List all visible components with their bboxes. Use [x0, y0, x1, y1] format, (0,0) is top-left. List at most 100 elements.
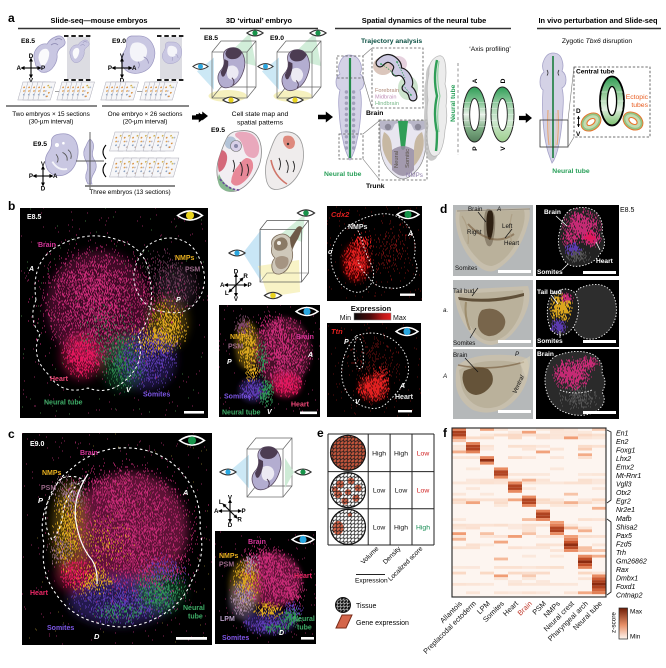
svg-text:Shisa2: Shisa2 — [616, 524, 638, 531]
svg-text:Brain: Brain — [296, 334, 314, 341]
svg-text:Lhx2: Lhx2 — [616, 456, 631, 463]
svg-text:Heart: Heart — [596, 258, 614, 265]
svg-text:Tail bud: Tail bud — [537, 289, 562, 296]
svg-text:tube: tube — [297, 625, 312, 632]
svg-text:P: P — [108, 65, 112, 72]
svg-text:Low: Low — [417, 450, 430, 457]
svg-text:High: High — [372, 450, 386, 457]
svg-text:Three embryos (13 sections): Three embryos (13 sections) — [89, 189, 170, 196]
svg-text:Low: Low — [373, 524, 386, 531]
svg-text:E9.0: E9.0 — [270, 35, 284, 42]
svg-text:Brain: Brain — [468, 206, 483, 213]
svg-text:LPM: LPM — [220, 616, 235, 623]
svg-text:E8.5: E8.5 — [21, 38, 35, 45]
svg-text:D: D — [234, 268, 239, 275]
svg-text:Left: Left — [502, 223, 513, 230]
svg-text:A: A — [28, 266, 34, 273]
svg-text:Mafb: Mafb — [616, 516, 632, 523]
svg-text:V: V — [576, 131, 581, 138]
svg-text:Max: Max — [393, 315, 407, 322]
svg-text:e: e — [317, 426, 324, 440]
svg-text:Brain: Brain — [453, 352, 468, 359]
svg-text:3D ‘virtual’ embryo: 3D ‘virtual’ embryo — [226, 16, 293, 25]
svg-text:Brain: Brain — [537, 351, 554, 358]
svg-text:D: D — [576, 108, 581, 115]
svg-text:Neural tube: Neural tube — [324, 171, 362, 178]
svg-text:Forebrain: Forebrain — [375, 88, 399, 94]
svg-text:High: High — [416, 524, 430, 531]
svg-text:Right: Right — [467, 229, 482, 236]
svg-text:P: P — [227, 359, 232, 366]
svg-text:Emx2: Emx2 — [616, 465, 634, 472]
svg-text:One embryo × 26 sections: One embryo × 26 sections — [108, 111, 183, 118]
svg-text:V: V — [228, 494, 233, 501]
svg-text:V: V — [126, 387, 132, 394]
svg-text:NMPs: NMPs — [175, 255, 195, 262]
svg-text:(30-µm interval): (30-µm interval) — [29, 119, 74, 126]
svg-text:High: High — [394, 524, 408, 531]
svg-text:‘Axis profiling’: ‘Axis profiling’ — [469, 46, 511, 53]
svg-text:Min: Min — [340, 315, 351, 322]
svg-text:Brain: Brain — [366, 110, 383, 117]
svg-text:Zygotic Tbx6 disruption: Zygotic Tbx6 disruption — [562, 38, 633, 45]
svg-text:V: V — [267, 409, 273, 416]
svg-text:D: D — [228, 522, 233, 529]
svg-text:A: A — [472, 78, 479, 83]
svg-text:Cell state map and: Cell state map and — [232, 111, 289, 118]
svg-text:---: --- — [55, 89, 61, 95]
svg-text:E9.5: E9.5 — [33, 141, 47, 148]
svg-text:En2: En2 — [616, 439, 629, 446]
svg-text:Heart: Heart — [504, 240, 519, 247]
svg-text:Neural tube: Neural tube — [552, 168, 590, 175]
svg-text:Trunk: Trunk — [366, 183, 385, 190]
svg-text:Neural: Neural — [183, 605, 205, 612]
svg-text:Somites: Somites — [455, 265, 477, 272]
svg-text:Somites: Somites — [453, 340, 475, 347]
svg-text:Trh: Trh — [616, 550, 626, 557]
svg-text:P: P — [176, 297, 181, 304]
svg-text:D: D — [120, 77, 125, 84]
svg-text:Brain: Brain — [38, 242, 56, 249]
svg-text:A: A — [53, 173, 58, 180]
svg-text:z-score: z-score — [611, 612, 618, 633]
svg-text:Somites: Somites — [47, 625, 74, 632]
svg-text:NMPs: NMPs — [406, 172, 423, 179]
svg-text:Brain: Brain — [80, 450, 98, 457]
svg-text:Somites: Somites — [537, 269, 563, 276]
svg-text:Ttn: Ttn — [331, 327, 343, 336]
svg-text:D: D — [500, 78, 507, 83]
svg-text:σ: σ — [328, 249, 333, 256]
svg-text:Neural tube: Neural tube — [222, 410, 261, 417]
svg-text:Trajectory analysis: Trajectory analysis — [361, 38, 422, 45]
svg-text:Low: Low — [373, 488, 386, 495]
svg-text:Two embryos × 15 sections: Two embryos × 15 sections — [12, 111, 90, 118]
svg-text:P: P — [38, 496, 44, 505]
svg-text:Ectopic: Ectopic — [626, 94, 649, 101]
svg-text:D: D — [279, 630, 284, 637]
svg-text:Min: Min — [630, 634, 641, 641]
svg-text:Central tube: Central tube — [576, 69, 615, 76]
svg-text:P: P — [515, 351, 520, 358]
svg-text:Neural tube: Neural tube — [450, 84, 457, 122]
svg-text:Somites: Somites — [143, 392, 170, 399]
svg-text:E8.5: E8.5 — [27, 214, 42, 221]
svg-text:Gene expression: Gene expression — [356, 620, 409, 627]
svg-text:Midbrain: Midbrain — [375, 95, 396, 101]
svg-text:Somitic: Somitic — [405, 149, 411, 168]
svg-text:Tail bud: Tail bud — [453, 288, 475, 295]
svg-text:P: P — [344, 339, 349, 346]
svg-text:V: V — [355, 399, 361, 406]
svg-text:Expression: Expression — [355, 578, 388, 585]
svg-text:b: b — [8, 199, 15, 213]
svg-text:Expression: Expression — [351, 304, 392, 313]
svg-text:A: A — [132, 65, 137, 72]
svg-text:Heart: Heart — [50, 376, 69, 383]
svg-text:tubes: tubes — [631, 102, 648, 109]
svg-text:Cntnap2: Cntnap2 — [616, 593, 643, 600]
svg-text:P: P — [29, 173, 33, 180]
svg-text:D: D — [41, 185, 46, 192]
svg-text:Neural tube: Neural tube — [44, 400, 83, 407]
svg-text:tube: tube — [188, 614, 203, 621]
svg-text:Heart: Heart — [30, 590, 49, 597]
svg-text:R: R — [243, 273, 248, 280]
